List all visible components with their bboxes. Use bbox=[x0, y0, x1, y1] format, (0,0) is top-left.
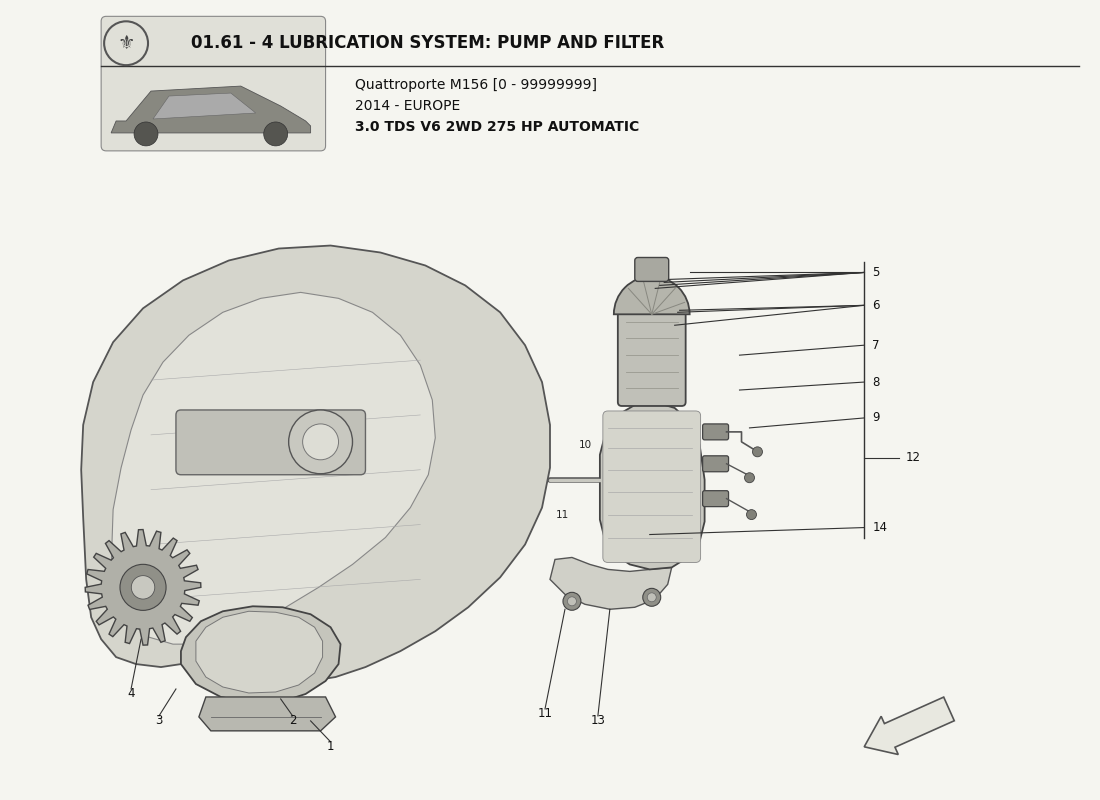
FancyBboxPatch shape bbox=[101, 16, 326, 151]
Polygon shape bbox=[180, 606, 341, 703]
FancyBboxPatch shape bbox=[603, 411, 701, 562]
FancyArrow shape bbox=[865, 697, 955, 754]
Text: Quattroporte M156 [0 - 99999999]: Quattroporte M156 [0 - 99999999] bbox=[355, 78, 597, 92]
FancyBboxPatch shape bbox=[618, 310, 685, 406]
Text: 14: 14 bbox=[872, 521, 888, 534]
FancyBboxPatch shape bbox=[176, 410, 365, 474]
Circle shape bbox=[131, 576, 155, 599]
FancyBboxPatch shape bbox=[703, 490, 728, 506]
Circle shape bbox=[264, 122, 288, 146]
Circle shape bbox=[747, 510, 757, 519]
Polygon shape bbox=[153, 93, 255, 119]
Text: 1: 1 bbox=[327, 740, 334, 754]
FancyBboxPatch shape bbox=[703, 424, 728, 440]
Text: 3: 3 bbox=[155, 714, 163, 727]
Text: 13: 13 bbox=[591, 714, 605, 727]
Text: 9: 9 bbox=[872, 411, 880, 425]
Circle shape bbox=[288, 410, 352, 474]
Polygon shape bbox=[85, 530, 201, 645]
Text: 3.0 TDS V6 2WD 275 HP AUTOMATIC: 3.0 TDS V6 2WD 275 HP AUTOMATIC bbox=[355, 120, 640, 134]
Circle shape bbox=[647, 593, 657, 602]
Text: 11: 11 bbox=[556, 510, 569, 520]
Text: ⚜: ⚜ bbox=[118, 34, 135, 53]
Circle shape bbox=[568, 597, 576, 606]
Text: 4: 4 bbox=[128, 687, 135, 701]
Text: 01.61 - 4 LUBRICATION SYSTEM: PUMP AND FILTER: 01.61 - 4 LUBRICATION SYSTEM: PUMP AND F… bbox=[191, 34, 664, 52]
Circle shape bbox=[745, 473, 755, 482]
Text: 2: 2 bbox=[289, 714, 296, 727]
Text: 10: 10 bbox=[579, 440, 592, 450]
Polygon shape bbox=[196, 611, 322, 693]
Circle shape bbox=[120, 564, 166, 610]
Text: 2014 - EUROPE: 2014 - EUROPE bbox=[355, 99, 461, 113]
Circle shape bbox=[134, 122, 158, 146]
Polygon shape bbox=[550, 558, 672, 610]
FancyBboxPatch shape bbox=[635, 258, 669, 282]
Text: 7: 7 bbox=[872, 338, 880, 352]
Polygon shape bbox=[81, 246, 550, 681]
Polygon shape bbox=[199, 697, 336, 731]
Text: 5: 5 bbox=[872, 266, 880, 279]
Circle shape bbox=[642, 588, 661, 606]
Polygon shape bbox=[111, 292, 436, 644]
Circle shape bbox=[563, 592, 581, 610]
Circle shape bbox=[302, 424, 339, 460]
Circle shape bbox=[752, 447, 762, 457]
FancyBboxPatch shape bbox=[703, 456, 728, 472]
Text: 11: 11 bbox=[538, 707, 552, 721]
Polygon shape bbox=[600, 402, 705, 570]
Text: 8: 8 bbox=[872, 375, 880, 389]
Text: 12: 12 bbox=[906, 451, 921, 464]
Wedge shape bbox=[614, 277, 690, 314]
Text: 6: 6 bbox=[872, 299, 880, 312]
Polygon shape bbox=[111, 86, 310, 133]
